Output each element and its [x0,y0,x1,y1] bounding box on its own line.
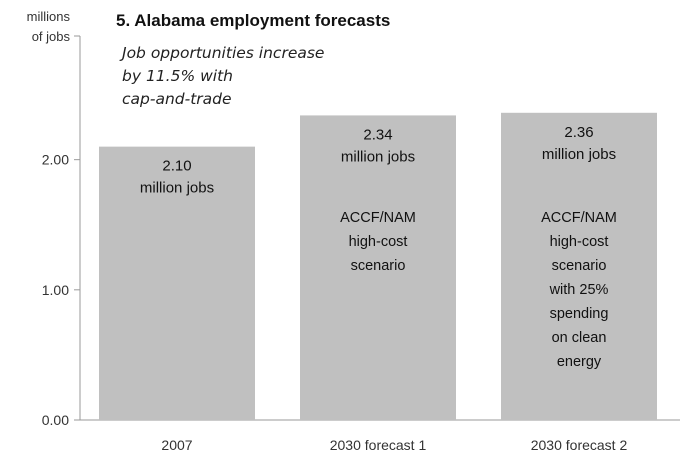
y-axis-label: millions of jobs [27,9,71,44]
bar-note-line: on clean [552,330,607,346]
y-axis-label-line: millions [27,9,71,24]
bar [501,112,657,421]
x-category-label: 2007 [161,437,192,453]
bar-value-label: 2.34 [363,126,392,143]
bar-note-line: energy [557,354,602,370]
bar [300,115,456,421]
bar-value-label: 2.10 [162,158,191,175]
bar-note-line: scenario [351,258,406,274]
x-category-label: 2030 forecast 1 [330,437,427,453]
bar-unit-label: million jobs [542,146,616,163]
chart-title: 5. Alabama employment forecasts [116,11,390,30]
y-tick-label: 2.00 [42,152,69,168]
bar-note-line: high-cost [550,234,609,250]
bar [99,146,255,420]
bar-unit-label: million jobs [140,180,214,197]
bar-labels: 2007 2.10 million jobs 2030 forecast 1 2.34 m… [140,124,628,453]
bar-value-label: 2.36 [564,124,593,141]
bar-note-line: scenario [552,258,607,274]
bar-unit-label: million jobs [341,148,415,165]
bars [99,112,657,421]
chart-subtitle-line: cap-and-trade [122,90,232,108]
x-category-label: 2030 forecast 2 [531,437,628,453]
bar-note-line: with 25% [549,282,609,298]
y-axis-label-line: of jobs [32,29,71,44]
chart-subtitle-line: by 11.5% with [122,67,233,85]
chart-subtitle: Job opportunities increase by 11.5% with c… [119,44,324,108]
bar-note-line: ACCF/NAM [541,210,617,226]
chart-subtitle-line: Job opportunities increase [119,44,324,62]
y-tick-label: 0.00 [42,412,69,428]
bar-note-line: spending [550,306,609,322]
y-tick-label: 1.00 [42,282,69,298]
bar-note-line: high-cost [349,234,408,250]
bar-note-line: ACCF/NAM [340,210,416,226]
